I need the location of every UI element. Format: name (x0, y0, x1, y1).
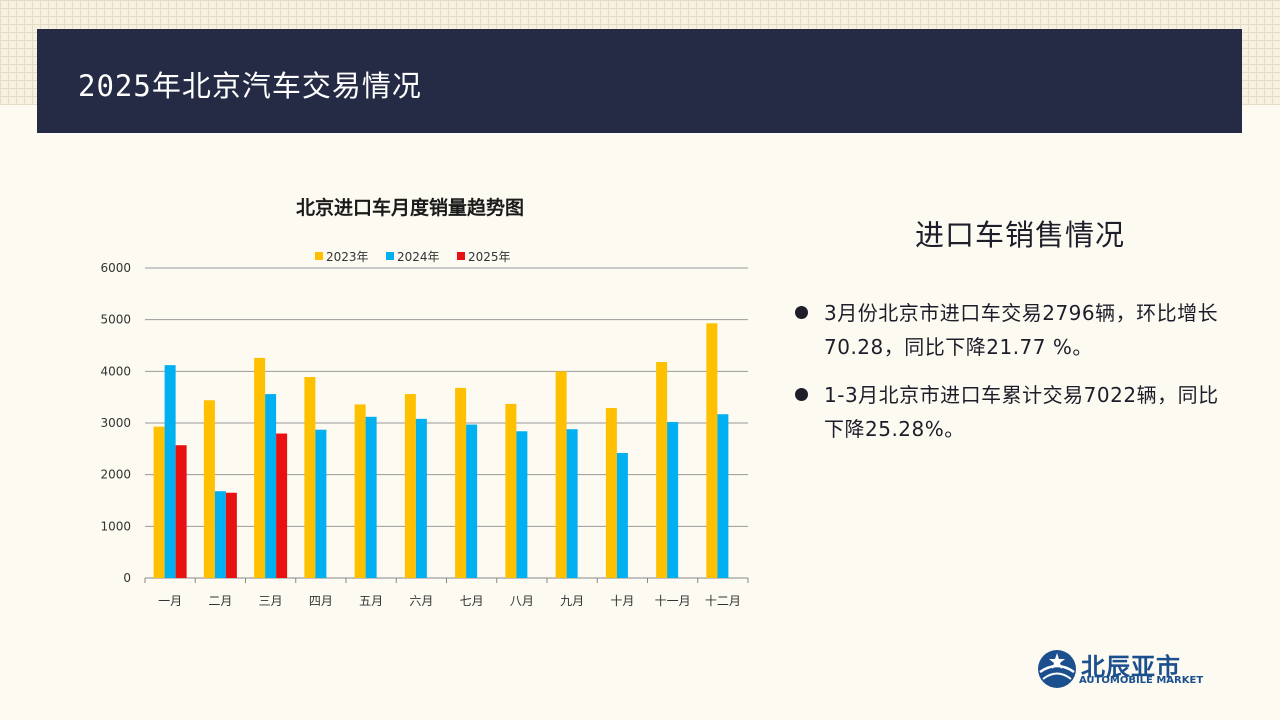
bar-2025年-一月 (175, 445, 187, 578)
bullet-dot-icon (795, 388, 808, 401)
y-tick-label: 4000 (100, 364, 131, 378)
bar-2023年-二月 (203, 400, 215, 578)
bar-2023年-五月 (354, 404, 366, 578)
x-tick-label: 三月 (259, 594, 283, 608)
bar-2024年-三月 (265, 394, 277, 578)
bar-2023年-三月 (254, 357, 266, 578)
bar-2025年-二月 (225, 492, 237, 578)
x-tick-label: 十月 (610, 594, 634, 608)
bar-2024年-二月 (214, 491, 226, 578)
logo-subtitle: AUTOMOBILE MARKET (1079, 675, 1204, 686)
y-tick-label: 3000 (100, 416, 131, 430)
bar-2024年-一月 (164, 365, 176, 578)
bar-2024年-五月 (365, 416, 377, 578)
bar-2024年-九月 (566, 429, 578, 578)
y-tick-label: 6000 (100, 261, 131, 275)
bar-2024年-七月 (466, 424, 478, 578)
x-tick-label: 八月 (510, 594, 534, 608)
logo-name: 北辰亚市 (1081, 653, 1181, 681)
y-tick-label: 5000 (100, 313, 131, 327)
legend-swatch-1 (315, 252, 323, 260)
y-tick-label: 1000 (100, 519, 131, 533)
bar-2023年-四月 (304, 377, 316, 578)
chart-title: 北京进口车月度销量趋势图 (296, 196, 524, 219)
bar-2024年-六月 (415, 418, 427, 578)
bullet-dot-icon (795, 306, 808, 319)
bar-2024年-十二月 (717, 414, 729, 578)
legend-swatch-3 (457, 252, 465, 260)
x-tick-label: 四月 (309, 594, 333, 608)
legend-swatch-2 (386, 252, 394, 260)
summary-bullet-2: 1-3月北京市进口车累计交易7022辆，同比下降25.28%。 (795, 378, 1235, 446)
x-tick-label: 十二月 (705, 594, 741, 608)
header-bar: 2025年北京汽车交易情况 (37, 29, 1242, 133)
bar-2023年-一月 (153, 426, 165, 578)
legend-label-2: 2024年 (397, 250, 440, 264)
page-title: 2025年北京汽车交易情况 (78, 69, 422, 103)
summary-title: 进口车销售情况 (914, 218, 1125, 252)
bar-2024年-四月 (315, 429, 327, 578)
bar-2025年-三月 (276, 433, 288, 578)
bar-2023年-九月 (555, 371, 567, 578)
summary-bullet-text: 3月份北京市进口车交易2796辆，环比增长70.28，同比下降21.77 %。 (824, 301, 1219, 359)
bar-2023年-十二月 (706, 323, 718, 578)
company-logo: 北辰亚市 AUTOMOBILE MARKET (1036, 647, 1211, 691)
bar-2024年-八月 (516, 431, 528, 578)
x-tick-label: 五月 (359, 594, 383, 608)
bar-2023年-六月 (404, 394, 416, 578)
x-tick-label: 十一月 (655, 594, 691, 608)
x-tick-label: 六月 (409, 594, 433, 608)
bar-2023年-七月 (455, 387, 467, 578)
bar-2024年-十一月 (667, 421, 679, 578)
y-tick-label: 2000 (100, 468, 131, 482)
summary-bullet-1: 3月份北京市进口车交易2796辆，环比增长70.28，同比下降21.77 %。 (795, 296, 1235, 364)
x-tick-label: 二月 (208, 594, 232, 608)
legend-label-1: 2023年 (326, 250, 369, 264)
bar-2023年-十月 (605, 408, 617, 578)
legend-label-3: 2025年 (468, 250, 511, 264)
y-tick-label: 0 (123, 571, 131, 585)
globe-logo-icon (1038, 650, 1076, 688)
x-tick-label: 一月 (158, 594, 182, 608)
bar-2023年-八月 (505, 403, 517, 578)
x-tick-label: 九月 (560, 594, 584, 608)
x-tick-label: 七月 (460, 594, 484, 608)
summary-list: 3月份北京市进口车交易2796辆，环比增长70.28，同比下降21.77 %。 … (795, 296, 1235, 460)
summary-bullet-text: 1-3月北京市进口车累计交易7022辆，同比下降25.28%。 (824, 383, 1219, 441)
sales-bar-chart: 北京进口车月度销量趋势图 2023年 2024年 2025年 0 1000 2000 3000… (100, 196, 749, 608)
bar-2024年-十月 (616, 452, 628, 578)
bar-2023年-十一月 (656, 362, 668, 578)
